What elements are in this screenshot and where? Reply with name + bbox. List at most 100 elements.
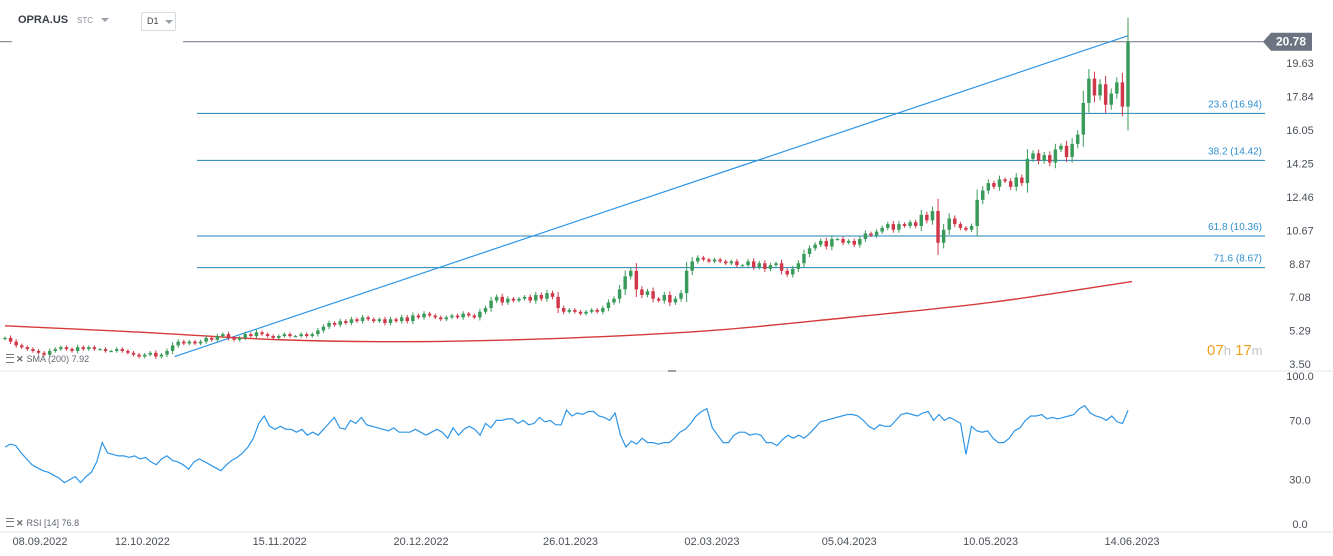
candle-body — [1020, 177, 1024, 184]
candle-body — [511, 298, 516, 301]
chevron-down-icon — [165, 20, 173, 24]
countdown-minutes-unit: m — [1251, 343, 1263, 358]
candle-body — [668, 294, 672, 303]
candle-body — [1025, 158, 1030, 184]
candle-body — [87, 347, 91, 350]
candle-body — [830, 239, 834, 247]
candle-body — [1075, 134, 1080, 144]
candle-body — [1109, 93, 1113, 105]
settings-lines-icon[interactable] — [6, 354, 14, 363]
candle-body — [372, 319, 376, 322]
candle-body — [411, 315, 415, 322]
candle-body — [405, 317, 410, 322]
symbol-label[interactable]: OPRA.US — [18, 14, 69, 26]
candle-body — [802, 253, 806, 264]
candle-body — [1053, 149, 1058, 163]
candle-body — [316, 330, 320, 335]
candle-body — [36, 350, 41, 353]
candle-body — [684, 270, 689, 294]
timeframe-select[interactable]: D1 — [141, 12, 176, 31]
time-axis-tick-label: 15.11.2022 — [253, 536, 307, 548]
candle-body — [1087, 78, 1091, 103]
last-price-label-box — [1263, 32, 1312, 51]
candle-body — [293, 336, 298, 338]
candle-body — [807, 248, 812, 254]
countdown-minutes: 17 — [1235, 342, 1252, 359]
candle-body — [1115, 82, 1119, 94]
candle-body — [115, 349, 119, 351]
candle-body — [427, 313, 432, 316]
sma-legend[interactable]: ✕ SMA (200) 7.92 — [6, 354, 89, 365]
candle-body — [556, 296, 560, 309]
candle-body — [154, 352, 158, 357]
candle-body — [539, 294, 544, 299]
candle-body — [852, 240, 856, 245]
price-axis-tick-label: 5.29 — [1289, 326, 1310, 338]
candle-body — [338, 321, 342, 325]
candle-body — [1120, 82, 1125, 107]
candle-body — [534, 294, 538, 301]
chart-toolbar: OPRA.US STC D1 — [0, 0, 600, 31]
candle-body — [796, 263, 801, 269]
candle-body — [170, 345, 175, 351]
candle-body — [288, 334, 292, 337]
candle-body — [740, 265, 745, 267]
candle-body — [260, 332, 264, 335]
candle-body — [377, 319, 382, 322]
candle-body — [975, 199, 979, 226]
time-axis-tick-label: 20.12.2022 — [394, 536, 449, 548]
rsi-legend[interactable]: ✕ RSI [14] 76.8 — [6, 518, 79, 529]
candle-body — [271, 336, 275, 338]
candle-body — [8, 337, 13, 342]
timeframe-value: D1 — [147, 16, 159, 26]
candle-body — [824, 240, 829, 247]
candle-body — [3, 337, 7, 340]
candle-body — [863, 233, 868, 240]
candle-body — [126, 350, 130, 353]
fibonacci-level-label: 38.2 (14.42) — [1208, 146, 1262, 157]
candle-body — [204, 337, 208, 342]
countdown-hours-unit: h — [1223, 343, 1231, 358]
candle-body — [545, 293, 549, 299]
candle-body — [461, 313, 465, 318]
candle-body — [249, 334, 253, 337]
settings-lines-icon[interactable] — [6, 518, 14, 527]
candle-body — [913, 222, 918, 226]
candle-body — [439, 317, 443, 320]
close-icon[interactable]: ✕ — [16, 518, 24, 528]
candle-body — [640, 289, 644, 295]
candle-body — [589, 309, 594, 312]
candle-body — [416, 315, 421, 318]
candle-body — [723, 261, 728, 264]
candle-body — [791, 268, 795, 275]
instrument-dropdown-icon[interactable] — [101, 18, 109, 22]
candle-body — [656, 298, 661, 301]
candle-body — [528, 296, 532, 301]
candle-body — [891, 224, 896, 230]
candle-body — [399, 317, 404, 322]
candle-body — [936, 211, 940, 243]
candle-body — [20, 345, 24, 348]
candle-body — [299, 334, 303, 337]
candle-body — [103, 349, 108, 351]
countdown-hours: 07 — [1207, 342, 1224, 359]
instrument-type-label[interactable]: STC — [77, 16, 93, 25]
time-axis-tick-label: 26.01.2023 — [543, 536, 598, 548]
candle-body — [947, 218, 951, 230]
candle-body — [712, 259, 717, 262]
candle-body — [757, 263, 761, 268]
close-icon[interactable]: ✕ — [16, 354, 24, 364]
candle-body — [388, 319, 393, 323]
sma-200-line[interactable] — [4, 280, 1133, 343]
candle-body — [1048, 155, 1052, 163]
candle-body — [651, 291, 655, 299]
candle-body — [142, 354, 147, 357]
candle-body — [198, 341, 203, 344]
candle-body — [349, 319, 354, 323]
rsi-line[interactable] — [4, 404, 1129, 484]
candle-body — [550, 293, 555, 297]
rsi-axis-tick-label: 0.0 — [1292, 519, 1307, 531]
candle-body — [47, 350, 52, 355]
trendline[interactable] — [174, 35, 1129, 358]
